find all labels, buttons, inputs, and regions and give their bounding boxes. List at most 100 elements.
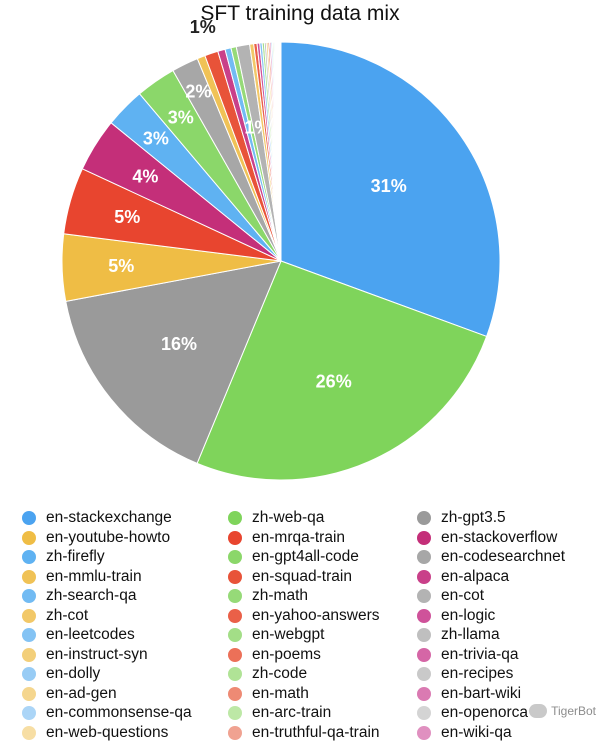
- legend-item-en-logic: en-logic: [417, 606, 495, 626]
- legend-item-zh-llama: zh-llama: [417, 625, 500, 645]
- pie-label-en-mrqa-train: 5%: [114, 207, 140, 227]
- legend-item-en-math: en-math: [228, 684, 309, 704]
- legend-item-en-alpaca: en-alpaca: [417, 567, 509, 587]
- legend-item-en-wiki-qa: en-wiki-qa: [417, 723, 512, 743]
- legend-swatch: [22, 686, 36, 701]
- legend-item-zh-web-qa: zh-web-qa: [228, 508, 324, 528]
- legend-label: en-alpaca: [441, 567, 510, 585]
- legend-label: en-mrqa-train: [252, 528, 346, 546]
- legend-swatch: [22, 530, 36, 545]
- legend-swatch: [417, 589, 431, 603]
- legend-label: zh-firefly: [46, 548, 105, 565]
- legend-item-en-dolly: en-dolly: [22, 664, 100, 684]
- legend-swatch: [417, 725, 431, 740]
- legend-label: en-leetcodes: [46, 626, 135, 643]
- legend-item-en-mmlu-train: en-mmlu-train: [22, 567, 142, 587]
- legend-swatch: [22, 725, 36, 740]
- legend-swatch: [228, 511, 242, 525]
- legend-item-en-stackexchange: en-stackexchange: [22, 508, 172, 528]
- legend-label: en-yahoo-answers: [252, 606, 380, 624]
- legend-label: zh-math: [252, 587, 308, 604]
- pie-slice-zh-web-qa: [196, 260, 488, 481]
- legend-label: zh-web-qa: [252, 509, 325, 526]
- legend-label: zh-llama: [441, 626, 500, 643]
- legend-item-zh-cot: zh-cot: [22, 606, 88, 626]
- legend-swatch: [22, 706, 36, 720]
- pie-label-en-stackoverflow: 4%: [132, 166, 158, 186]
- legend-swatch: [228, 647, 242, 662]
- legend-item-en-cot: en-cot: [417, 586, 484, 606]
- legend-swatch: [228, 706, 242, 720]
- legend-swatch: [228, 569, 242, 584]
- legend-swatch: [228, 608, 242, 623]
- legend-item-en-arc-train: en-arc-train: [228, 703, 331, 723]
- legend-item-en-instruct-syn: en-instruct-syn: [22, 645, 148, 665]
- legend-label: en-gpt4all-code: [252, 548, 359, 565]
- legend-item-en-codesearchnet: en-codesearchnet: [417, 547, 565, 567]
- legend-item-zh-gpt3.5: zh-gpt3.5: [417, 508, 506, 528]
- legend-swatch: [417, 569, 431, 584]
- legend-swatch: [417, 628, 431, 642]
- legend-swatch: [22, 569, 36, 584]
- legend-swatch: [22, 589, 36, 603]
- legend-label: en-mmlu-train: [46, 567, 142, 585]
- pie-slice-en-wiki-qa: [279, 41, 282, 262]
- legend-item-en-recipes: en-recipes: [417, 664, 513, 684]
- legend-item-en-stackoverflow: en-stackoverflow: [417, 528, 557, 548]
- legend-item-en-yahoo-answers: en-yahoo-answers: [228, 606, 380, 626]
- legend-label: en-cot: [441, 587, 485, 604]
- legend-item-en-gpt4all-code: en-gpt4all-code: [228, 547, 359, 567]
- chat-bubble-icon: [529, 704, 548, 718]
- legend-item-zh-search-qa: zh-search-qa: [22, 586, 136, 606]
- legend-item-en-mrqa-train: en-mrqa-train: [228, 528, 345, 548]
- legend-label: en-logic: [441, 606, 496, 624]
- legend-swatch: [417, 667, 431, 681]
- legend-label: en-youtube-howto: [46, 528, 171, 546]
- legend-label: zh-code: [252, 665, 308, 682]
- pie-chart: 31%26%16%5%5%4%3%3%2%1%1%: [61, 17, 501, 481]
- pie-label-zh-web-qa: 26%: [316, 371, 352, 391]
- legend-label: en-poems: [252, 645, 321, 663]
- pie-label-zh-gpt3.5: 16%: [161, 334, 197, 354]
- legend-item-en-openorca: en-openorca: [417, 703, 528, 723]
- legend-swatch: [228, 725, 242, 740]
- pie-slice-en-stackexchange: [280, 41, 501, 338]
- legend-label: en-truthful-qa-train: [252, 723, 380, 741]
- legend-swatch: [417, 686, 431, 701]
- legend-swatch: [228, 686, 242, 701]
- legend-item-en-web-questions: en-web-questions: [22, 723, 168, 743]
- legend-item-en-poems: en-poems: [228, 645, 321, 665]
- legend-label: en-math: [252, 684, 309, 702]
- legend-item-en-squad-train: en-squad-train: [228, 567, 352, 587]
- legend-swatch: [22, 550, 36, 564]
- legend-swatch: [417, 511, 431, 525]
- chart-legend: en-stackexchange zh-web-qa zh-gpt3.5 en-you…: [0, 504, 600, 743]
- legend-label: en-arc-train: [252, 704, 332, 721]
- pie-label-en-squad-train: 1%: [190, 17, 216, 37]
- legend-swatch: [22, 628, 36, 642]
- legend-swatch: [228, 589, 242, 603]
- legend-label: en-wiki-qa: [441, 723, 512, 741]
- legend-label: en-stackoverflow: [441, 528, 558, 546]
- legend-item-en-truthful-qa-train: en-truthful-qa-train: [228, 723, 380, 743]
- pie-label-en-youtube-howto: 5%: [108, 256, 134, 276]
- legend-item-en-bart-wiki: en-bart-wiki: [417, 684, 521, 704]
- legend-swatch: [417, 647, 431, 662]
- legend-label: en-webgpt: [252, 626, 325, 643]
- legend-label: en-openorca: [441, 704, 529, 721]
- legend-label: zh-gpt3.5: [441, 509, 506, 526]
- legend-swatch: [417, 530, 431, 545]
- legend-swatch: [22, 667, 36, 681]
- watermark-text: TigerBot: [551, 704, 596, 718]
- legend-label: zh-search-qa: [46, 587, 137, 604]
- legend-item-zh-code: zh-code: [228, 664, 307, 684]
- legend-swatch: [417, 608, 431, 623]
- legend-swatch: [228, 628, 242, 642]
- legend-item-en-webgpt: en-webgpt: [228, 625, 324, 645]
- legend-label: en-bart-wiki: [441, 684, 522, 702]
- legend-item-en-leetcodes: en-leetcodes: [22, 625, 135, 645]
- pie-label-en-stackexchange: 31%: [371, 176, 407, 196]
- legend-label: en-instruct-syn: [46, 645, 148, 663]
- legend-swatch: [417, 706, 431, 720]
- legend-item-zh-firefly: zh-firefly: [22, 547, 105, 567]
